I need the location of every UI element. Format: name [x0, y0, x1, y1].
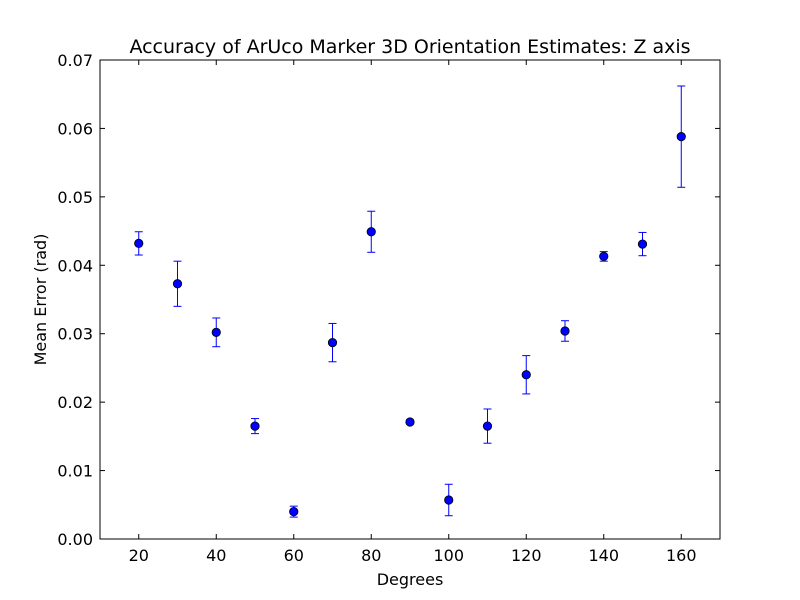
y-tick-label: 0.04 — [57, 256, 93, 275]
data-point — [521, 370, 531, 380]
x-tick-label: 100 — [433, 546, 464, 565]
data-point — [637, 239, 648, 249]
y-tick-label: 0.00 — [57, 530, 93, 549]
y-axis-title: Mean Error (rad) — [31, 234, 50, 366]
y-tick-label: 0.05 — [57, 188, 93, 207]
y-tick-label: 0.07 — [57, 51, 93, 70]
error-bars — [134, 85, 686, 518]
axis-ticks — [100, 59, 720, 540]
plot-frame — [99, 59, 721, 540]
data-point — [211, 327, 221, 337]
x-tick-label: 60 — [284, 546, 304, 565]
x-tick-label: 80 — [361, 546, 381, 565]
x-tick-label: 160 — [666, 546, 697, 565]
data-point — [366, 227, 376, 237]
data-point — [599, 251, 609, 261]
x-tick-label: 20 — [129, 546, 149, 565]
chart-title: Accuracy of ArUco Marker 3D Orientation … — [129, 36, 690, 58]
data-point — [405, 417, 415, 427]
data-point — [134, 238, 144, 248]
y-tick-label: 0.06 — [57, 119, 93, 138]
y-tick-label: 0.03 — [57, 325, 93, 344]
data-point — [327, 338, 338, 348]
data-point — [676, 132, 686, 142]
axis-tick-labels: 20 40 60 80 100 120 140 160 0.00 0.01 0.02 0.03 0.04… — [57, 51, 696, 565]
data-points — [134, 132, 686, 517]
y-tick-label: 0.02 — [57, 393, 93, 412]
y-tick-label: 0.01 — [57, 462, 93, 481]
data-point — [560, 326, 570, 336]
data-point — [482, 421, 493, 431]
data-point — [289, 507, 299, 517]
data-point — [172, 279, 183, 289]
data-point — [250, 421, 260, 431]
x-tick-label: 140 — [588, 546, 619, 565]
x-axis-title: Degrees — [377, 570, 444, 589]
x-tick-label: 120 — [511, 546, 542, 565]
x-tick-label: 40 — [206, 546, 226, 565]
data-point — [444, 495, 454, 505]
